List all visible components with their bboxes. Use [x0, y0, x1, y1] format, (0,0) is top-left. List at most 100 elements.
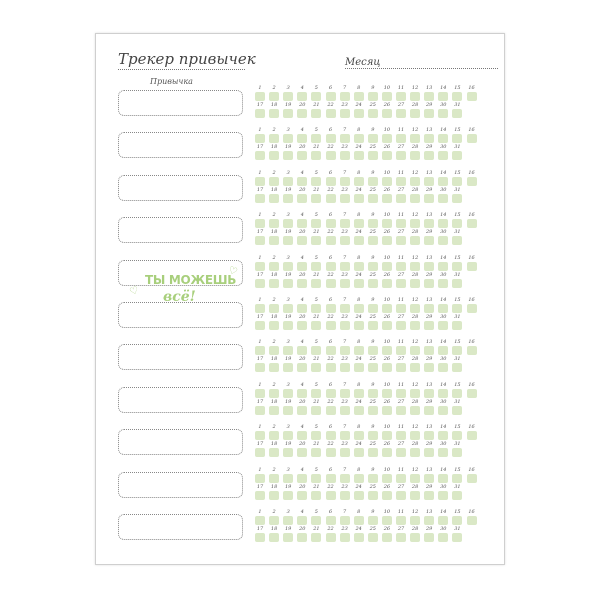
habit-name-input[interactable] [118, 217, 243, 244]
day-checkbox[interactable] [410, 219, 421, 229]
day-checkbox[interactable] [297, 388, 308, 398]
day-checkbox[interactable] [396, 304, 406, 313]
day-checkbox[interactable] [466, 176, 477, 186]
day-checkbox[interactable] [339, 490, 350, 500]
day-checkbox[interactable] [367, 473, 378, 483]
day-checkbox[interactable] [353, 321, 364, 330]
day-checkbox[interactable] [396, 321, 406, 330]
day-checkbox[interactable] [438, 431, 449, 441]
day-checkbox[interactable] [452, 134, 463, 144]
habit-name-input[interactable] [118, 90, 243, 116]
habit-name-input[interactable] [118, 302, 243, 328]
day-checkbox[interactable] [297, 219, 308, 229]
day-checkbox[interactable] [424, 321, 435, 330]
day-checkbox[interactable] [269, 473, 280, 483]
day-checkbox[interactable] [410, 304, 421, 313]
day-checkbox[interactable] [424, 346, 435, 356]
day-checkbox[interactable] [410, 109, 421, 118]
day-checkbox[interactable] [283, 219, 294, 229]
habit-name-input[interactable] [118, 174, 243, 201]
day-checkbox[interactable] [438, 193, 449, 203]
day-checkbox[interactable] [297, 405, 308, 415]
day-checkbox[interactable] [396, 490, 406, 500]
day-checkbox[interactable] [367, 490, 378, 500]
day-checkbox[interactable] [396, 109, 406, 118]
day-checkbox[interactable] [367, 516, 378, 525]
habit-name-input[interactable] [118, 429, 243, 456]
day-checkbox[interactable] [269, 533, 280, 542]
day-checkbox[interactable] [466, 261, 477, 271]
day-checkbox[interactable] [396, 533, 406, 542]
day-checkbox[interactable] [325, 533, 336, 542]
day-checkbox[interactable] [396, 473, 406, 483]
day-checkbox[interactable] [255, 92, 265, 101]
day-checkbox[interactable] [438, 92, 449, 101]
day-checkbox[interactable] [283, 490, 294, 500]
day-checkbox[interactable] [269, 388, 280, 398]
day-checkbox[interactable] [339, 533, 350, 542]
day-checkbox[interactable] [255, 219, 265, 229]
day-checkbox[interactable] [311, 346, 322, 356]
day-checkbox[interactable] [255, 278, 265, 288]
day-checkbox[interactable] [325, 490, 336, 500]
day-checkbox[interactable] [269, 134, 280, 144]
day-checkbox[interactable] [438, 304, 449, 313]
day-checkbox[interactable] [410, 473, 421, 483]
day-checkbox[interactable] [396, 151, 406, 161]
day-checkbox[interactable] [410, 236, 421, 246]
day-checkbox[interactable] [339, 448, 350, 458]
day-checkbox[interactable] [325, 193, 336, 203]
day-checkbox[interactable] [424, 431, 435, 441]
day-checkbox[interactable] [381, 490, 392, 500]
day-checkbox[interactable] [466, 346, 477, 356]
habit-name-input[interactable] [118, 386, 243, 413]
day-checkbox[interactable] [255, 490, 265, 500]
day-checkbox[interactable] [311, 236, 322, 246]
day-checkbox[interactable] [297, 236, 308, 246]
day-checkbox[interactable] [410, 193, 421, 203]
day-checkbox[interactable] [353, 151, 364, 161]
habit-name-input[interactable] [118, 514, 243, 540]
day-checkbox[interactable] [452, 321, 463, 330]
day-checkbox[interactable] [255, 176, 265, 186]
day-checkbox[interactable] [339, 363, 350, 373]
day-checkbox[interactable] [339, 346, 350, 356]
day-checkbox[interactable] [438, 363, 449, 373]
day-checkbox[interactable] [283, 431, 294, 441]
day-checkbox[interactable] [452, 363, 463, 373]
day-checkbox[interactable] [297, 109, 308, 118]
day-checkbox[interactable] [311, 490, 322, 500]
day-checkbox[interactable] [438, 109, 449, 118]
day-checkbox[interactable] [438, 346, 449, 356]
day-checkbox[interactable] [255, 109, 265, 118]
day-checkbox[interactable] [325, 405, 336, 415]
day-checkbox[interactable] [452, 490, 463, 500]
day-checkbox[interactable] [438, 236, 449, 246]
day-checkbox[interactable] [325, 134, 336, 144]
day-checkbox[interactable] [367, 304, 378, 313]
day-checkbox[interactable] [311, 533, 322, 542]
day-checkbox[interactable] [410, 346, 421, 356]
day-checkbox[interactable] [381, 516, 392, 525]
day-checkbox[interactable] [353, 261, 364, 271]
day-checkbox[interactable] [367, 109, 378, 118]
day-checkbox[interactable] [424, 473, 435, 483]
day-checkbox[interactable] [297, 304, 308, 313]
day-checkbox[interactable] [255, 304, 265, 313]
day-checkbox[interactable] [353, 219, 364, 229]
day-checkbox[interactable] [269, 490, 280, 500]
day-checkbox[interactable] [283, 278, 294, 288]
day-checkbox[interactable] [269, 176, 280, 186]
day-checkbox[interactable] [424, 490, 435, 500]
day-checkbox[interactable] [255, 516, 265, 525]
day-checkbox[interactable] [283, 473, 294, 483]
day-checkbox[interactable] [410, 405, 421, 415]
day-checkbox[interactable] [452, 176, 463, 186]
day-checkbox[interactable] [452, 448, 463, 458]
day-checkbox[interactable] [367, 363, 378, 373]
day-checkbox[interactable] [283, 448, 294, 458]
day-checkbox[interactable] [283, 346, 294, 356]
day-checkbox[interactable] [424, 533, 435, 542]
day-checkbox[interactable] [339, 304, 350, 313]
day-checkbox[interactable] [452, 261, 463, 271]
